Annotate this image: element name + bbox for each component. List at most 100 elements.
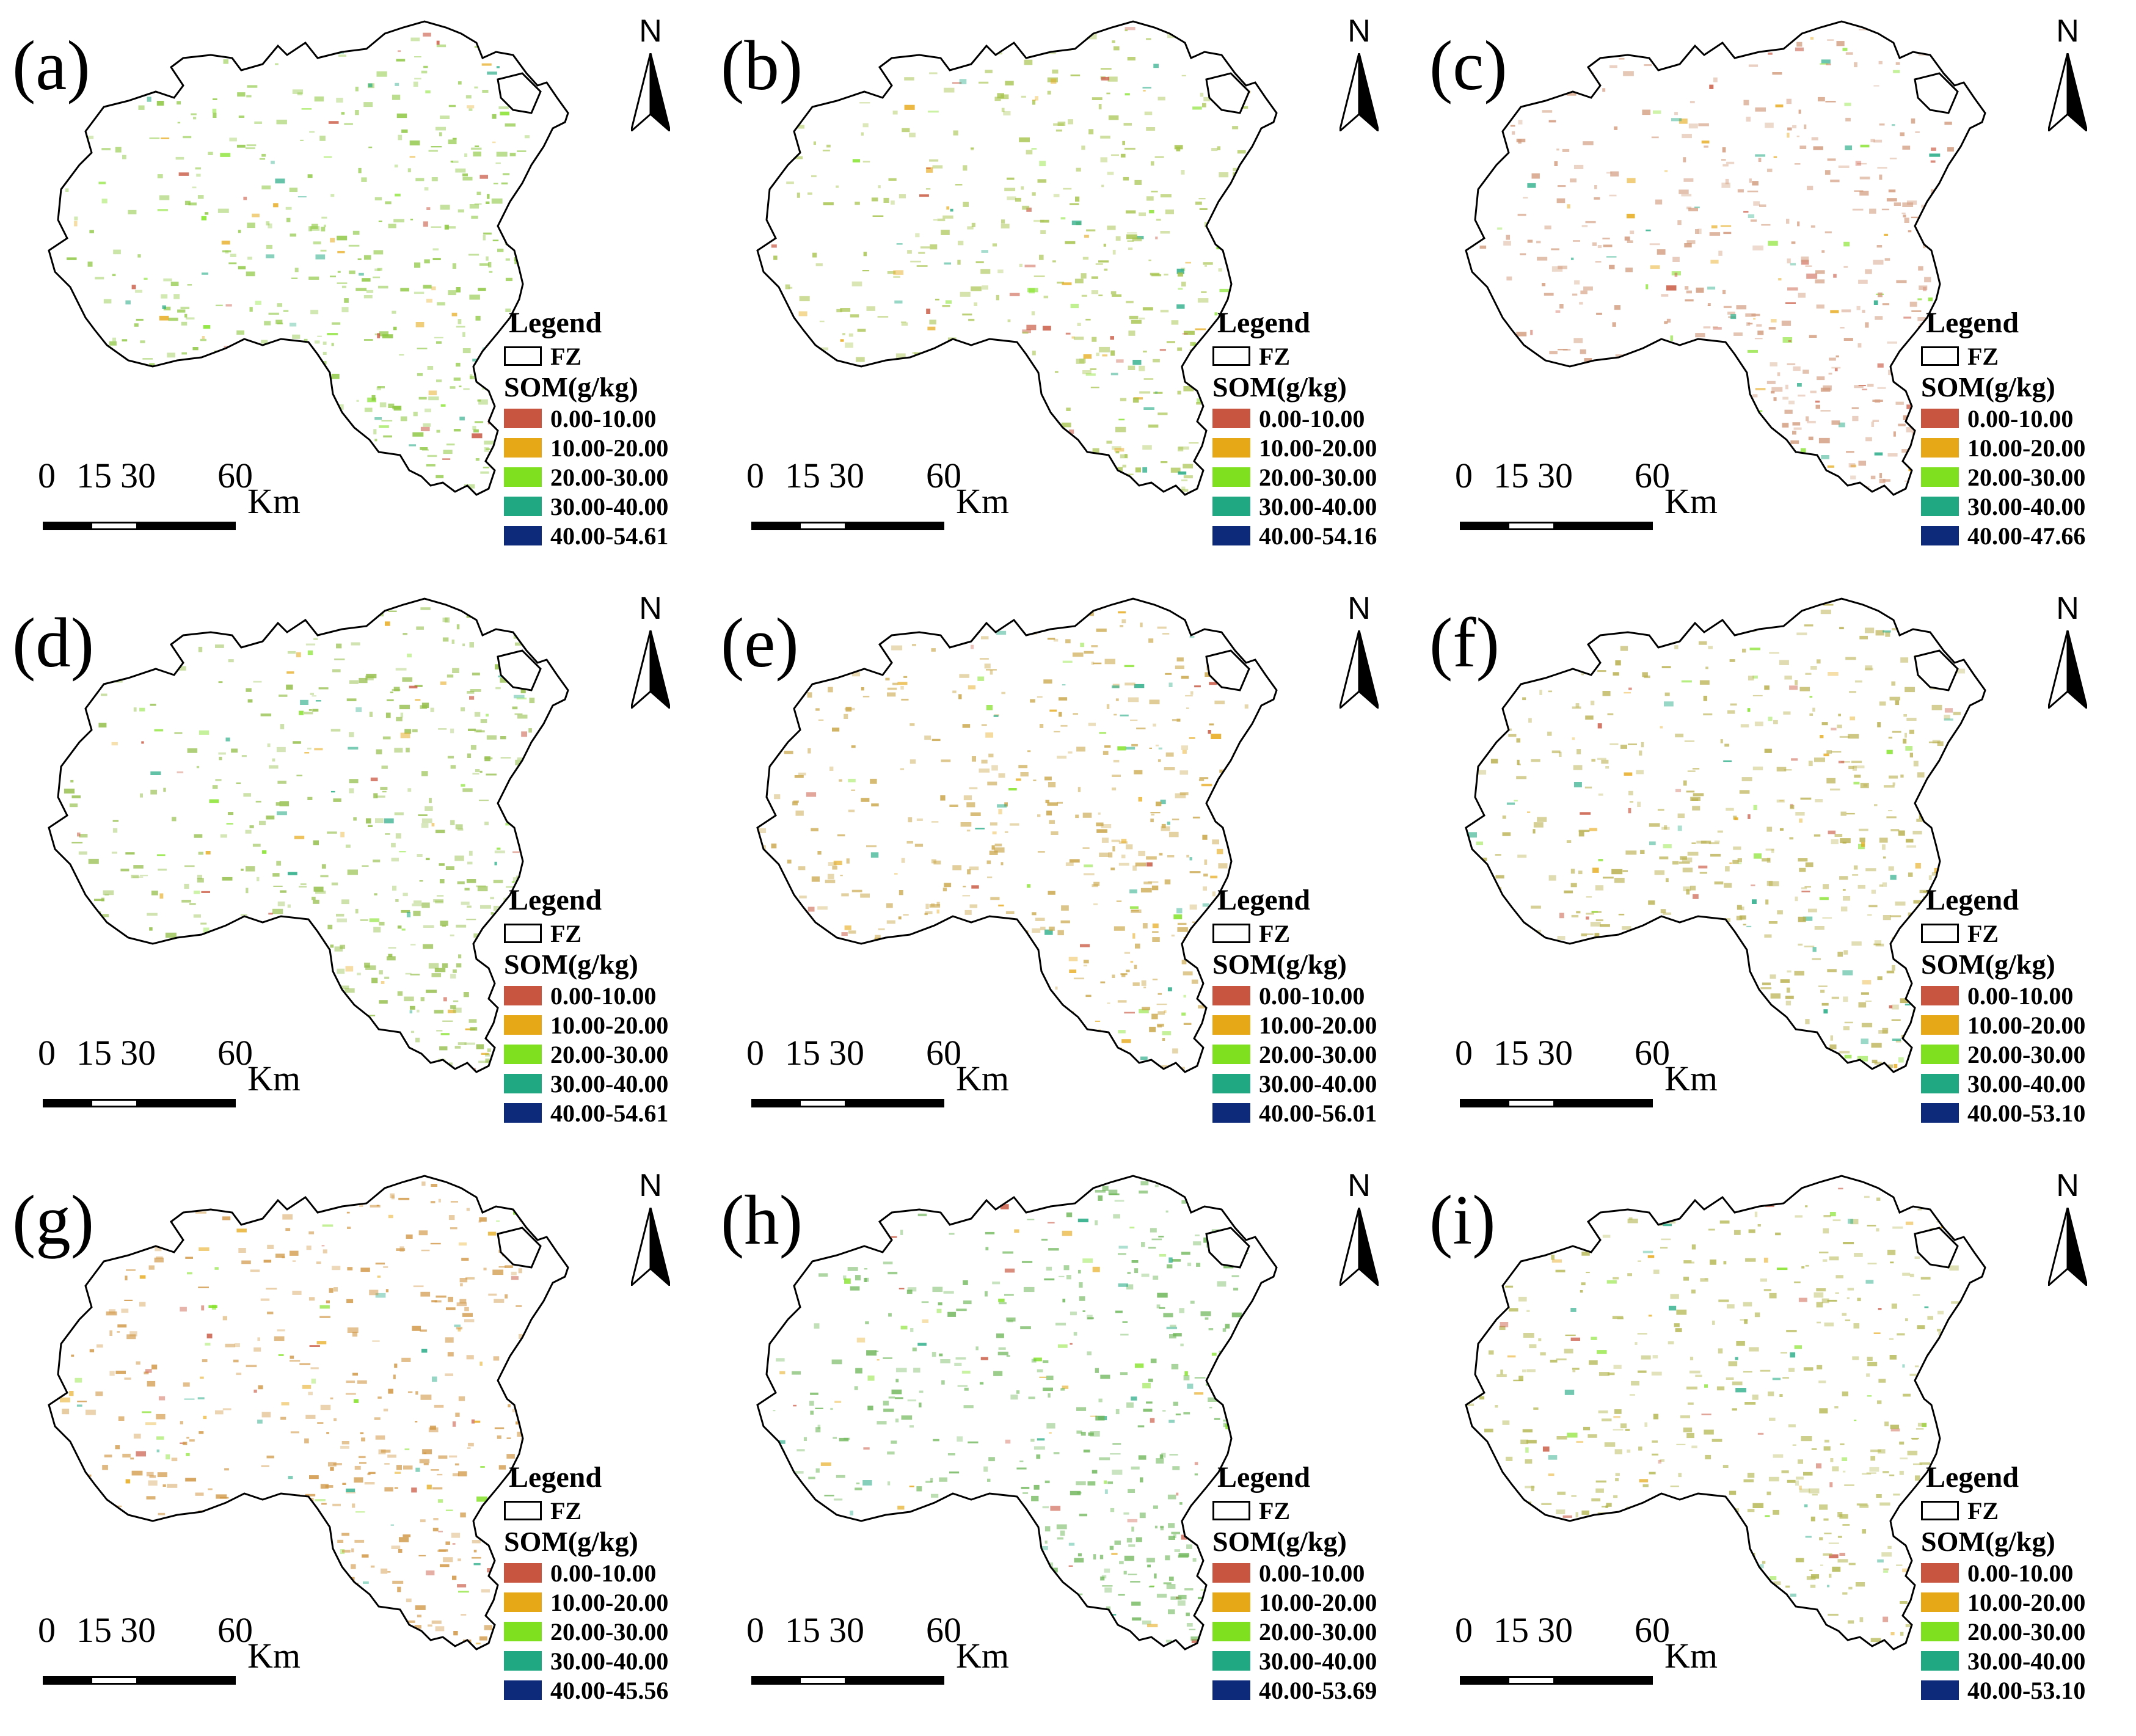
scale-segment bbox=[799, 1676, 847, 1685]
scale-tick-label: 0 bbox=[1455, 1033, 1473, 1073]
som-title: SOM(g/kg) bbox=[504, 1526, 638, 1557]
panel-label: (b) bbox=[721, 27, 803, 104]
legend-class-label: 20.00-30.00 bbox=[1967, 463, 2086, 491]
fz-swatch bbox=[1921, 346, 1959, 366]
legend-class-row: 40.00-47.66 bbox=[1921, 521, 2123, 550]
scale-segment bbox=[1507, 522, 1555, 530]
legend-swatch bbox=[1212, 467, 1250, 487]
legend-class-label: 30.00-40.00 bbox=[550, 492, 669, 520]
legend-class-row: 40.00-54.16 bbox=[1212, 521, 1414, 550]
scale-segment bbox=[90, 1099, 138, 1107]
legend-fz-row: FZ bbox=[1921, 1496, 2123, 1525]
legend-swatch bbox=[504, 1103, 542, 1123]
island-boundary bbox=[1914, 649, 1959, 691]
scale-unit: Km bbox=[1664, 1636, 1718, 1676]
legend-fz-row: FZ bbox=[504, 919, 705, 948]
legend-class-label: 0.00-10.00 bbox=[550, 982, 657, 1010]
legend-class-row: 40.00-56.01 bbox=[1212, 1098, 1414, 1128]
legend-class-row: 40.00-54.61 bbox=[504, 521, 705, 550]
legend-class-label: 30.00-40.00 bbox=[550, 1070, 669, 1098]
som-title: SOM(g/kg) bbox=[1212, 949, 1347, 980]
scale-bar: 0 15 30 60 Km bbox=[1455, 1033, 1718, 1109]
map-area bbox=[1465, 1175, 1986, 1650]
scale-segment bbox=[138, 522, 236, 530]
scale-segment bbox=[43, 1099, 90, 1107]
scale-tick-label: 0 bbox=[38, 456, 56, 495]
legend-title: Legend bbox=[1217, 1461, 1311, 1493]
legend-class-row: 20.00-30.00 bbox=[504, 1617, 705, 1646]
scale-bar: 0 15 30 60 Km bbox=[38, 1033, 301, 1109]
north-arrow-icon bbox=[1340, 630, 1379, 709]
scale-bar: 0 15 30 60 Km bbox=[1455, 1613, 1718, 1686]
scale-tick-label: 60 bbox=[1635, 1033, 1670, 1073]
scale-segment bbox=[1507, 1099, 1555, 1107]
legend-swatch bbox=[1212, 526, 1250, 545]
scale-segment bbox=[1507, 1676, 1555, 1685]
scale-unit: Km bbox=[1664, 1059, 1718, 1098]
legend-swatch bbox=[1921, 467, 1959, 487]
legend-class-label: 40.00-54.16 bbox=[1259, 522, 1377, 550]
legend-title: Legend bbox=[1217, 307, 1311, 339]
legend-class-row: 30.00-40.00 bbox=[1212, 1069, 1414, 1098]
scale-segment bbox=[1460, 1099, 1507, 1107]
map-area bbox=[1465, 597, 1986, 1073]
scale-segment bbox=[90, 522, 138, 530]
legend-swatch bbox=[1921, 1103, 1959, 1123]
legend-class-row: 30.00-40.00 bbox=[1921, 1069, 2123, 1098]
scale-tick-label: 60 bbox=[217, 456, 253, 495]
som-raster-texture bbox=[49, 602, 547, 1072]
legend-class-row: 20.00-30.00 bbox=[504, 462, 705, 492]
legend-swatch bbox=[1212, 497, 1250, 516]
map-area bbox=[756, 1175, 1278, 1650]
legend-fz-row: FZ bbox=[504, 341, 705, 371]
fz-label: FZ bbox=[550, 919, 582, 947]
north-arrow: N bbox=[620, 15, 681, 131]
legend-swatch bbox=[504, 1045, 542, 1064]
scale-segment bbox=[43, 1676, 90, 1685]
legend-class-row: 20.00-30.00 bbox=[1921, 1617, 2123, 1646]
legend-class-row: 30.00-40.00 bbox=[504, 492, 705, 521]
map-legend: Legend FZ SOM(g/kg) 0.00-10.00 10.00-20.00 20… bbox=[504, 886, 705, 1128]
legend-class-row: 10.00-20.00 bbox=[504, 433, 705, 462]
legend-class-label: 10.00-20.00 bbox=[1967, 1011, 2086, 1039]
scale-segment bbox=[1460, 1676, 1507, 1685]
legend-swatch bbox=[1921, 1592, 1959, 1612]
fz-label: FZ bbox=[1259, 342, 1291, 370]
panel-label: (e) bbox=[721, 604, 799, 682]
map-area bbox=[756, 597, 1278, 1073]
legend-title: Legend bbox=[1926, 307, 2019, 339]
legend-class-label: 40.00-53.10 bbox=[1967, 1099, 2086, 1127]
som-raster-texture bbox=[757, 604, 1255, 1072]
legend-swatch bbox=[504, 526, 542, 545]
scale-tick-label: 0 bbox=[746, 456, 764, 495]
legend-class-label: 10.00-20.00 bbox=[1967, 1588, 2086, 1616]
legend-class-label: 0.00-10.00 bbox=[550, 1559, 657, 1587]
legend-swatch bbox=[504, 497, 542, 516]
scale-tick-label: 60 bbox=[1635, 456, 1670, 495]
legend-class-row: 20.00-30.00 bbox=[1212, 1040, 1414, 1069]
north-arrow: N bbox=[1329, 15, 1390, 131]
legend-swatch bbox=[1921, 438, 1959, 458]
scale-segment bbox=[847, 1099, 944, 1107]
legend-class-row: 0.00-10.00 bbox=[1921, 404, 2123, 433]
scale-tick-label: 15 bbox=[76, 1033, 112, 1073]
legend-class-label: 30.00-40.00 bbox=[1259, 492, 1377, 520]
som-title: SOM(g/kg) bbox=[1212, 1526, 1347, 1557]
legend-swatch bbox=[1921, 1622, 1959, 1641]
som-title: SOM(g/kg) bbox=[1212, 371, 1347, 403]
legend-class-row: 40.00-53.69 bbox=[1212, 1676, 1414, 1705]
fz-swatch bbox=[1212, 1501, 1250, 1520]
fz-label: FZ bbox=[1967, 919, 1999, 947]
fz-swatch bbox=[1212, 346, 1250, 366]
map-legend: Legend FZ SOM(g/kg) 0.00-10.00 10.00-20.00 20… bbox=[1212, 308, 1414, 550]
scale-segment bbox=[43, 522, 90, 530]
fz-label: FZ bbox=[1259, 1497, 1291, 1525]
legend-class-label: 0.00-10.00 bbox=[1259, 1559, 1365, 1587]
legend-class-row: 20.00-30.00 bbox=[1921, 462, 2123, 492]
legend-class-label: 10.00-20.00 bbox=[1259, 1588, 1377, 1616]
legend-class-row: 0.00-10.00 bbox=[504, 1558, 705, 1588]
scale-tick-label: 0 bbox=[1455, 456, 1473, 495]
scale-tick-label: 15 bbox=[76, 456, 112, 495]
legend-class-label: 0.00-10.00 bbox=[550, 404, 657, 432]
legend-class-label: 40.00-45.56 bbox=[550, 1676, 669, 1704]
